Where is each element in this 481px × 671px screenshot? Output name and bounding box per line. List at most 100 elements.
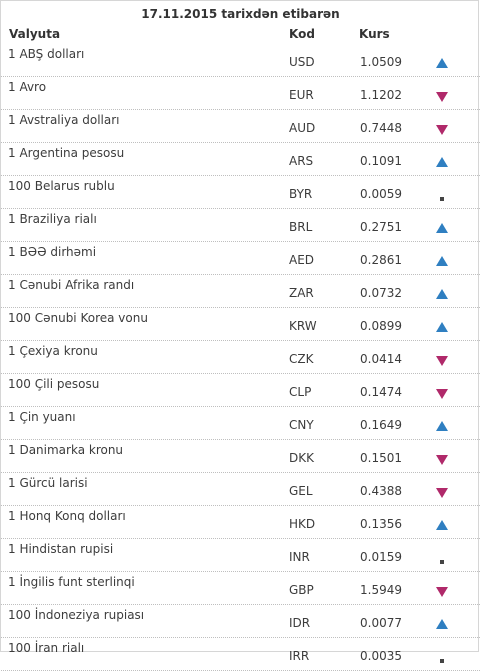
currency-code: CZK [289,352,314,366]
currency-code: GEL [289,484,313,498]
currency-row: 100 Çili pesosu CLP 0.1474 [1,374,480,407]
currency-code: BRL [289,220,313,234]
table-header: Valyuta Kod Kurs [1,24,480,44]
currency-row: 1 Honq Konq dolları HKD 0.1356 [1,506,480,539]
trend-unchanged-icon [436,188,450,201]
currency-row: 1 Çexiya kronu CZK 0.0414 [1,341,480,374]
trend-unchanged-icon [436,650,450,663]
currency-row: 100 İran rialı IRR 0.0035 [1,638,480,671]
currency-name: 100 İndoneziya rupiası [8,608,145,622]
trend-marker [436,520,448,530]
currency-list: 1 ABŞ dolları USD 1.0509 1 Avro EUR 1.1202 1 A… [1,44,480,671]
currency-row: 1 Hindistan rupisi INR 0.0159 [1,539,480,572]
trend-down-icon [436,485,450,498]
trend-up-icon [436,56,450,68]
column-header-currency: Valyuta [9,27,61,41]
trend-unchanged-icon [436,551,450,564]
currency-name: 100 Çili pesosu [8,377,100,391]
currency-row: 100 Belarus rublu BYR 0.0059 [1,176,480,209]
trend-down-icon [436,584,450,597]
exchange-rate: 0.0035 [360,649,402,663]
currency-name: 1 İngilis funt sterlinqi [8,575,135,589]
exchange-rate: 0.2861 [360,253,402,267]
trend-marker [436,289,448,299]
trend-up-icon [436,221,450,233]
currency-code: DKK [289,451,314,465]
currency-code: EUR [289,88,314,102]
currency-name: 1 Braziliya rialı [8,212,97,226]
currency-name: 1 Hindistan rupisi [8,542,114,556]
trend-up-icon [436,155,450,167]
trend-marker [436,58,448,68]
currency-name: 1 Avro [8,80,47,94]
currency-row: 1 Danimarka kronu DKK 0.1501 [1,440,480,473]
exchange-rate: 0.0899 [360,319,402,333]
trend-down-icon [436,122,450,135]
currency-row: 1 Cənubi Afrika randı ZAR 0.0732 [1,275,480,308]
column-header-rate: Kurs [359,27,390,41]
currency-row: 1 Argentina pesosu ARS 0.1091 [1,143,480,176]
currency-code: KRW [289,319,317,333]
trend-marker [440,197,444,201]
currency-code: GBP [289,583,314,597]
column-header-code: Kod [289,27,315,41]
currency-name: 1 Cənubi Afrika randı [8,278,135,292]
trend-up-icon [436,320,450,332]
currency-code: AED [289,253,315,267]
trend-up-icon [436,254,450,266]
currency-row: 100 Cənubi Korea vonu KRW 0.0899 [1,308,480,341]
exchange-rate: 0.1474 [360,385,402,399]
trend-marker [436,322,448,332]
exchange-rate: 0.1091 [360,154,402,168]
trend-marker [440,659,444,663]
currency-code: USD [289,55,315,69]
currency-name: 1 Avstraliya dolları [8,113,120,127]
exchange-rate: 0.0077 [360,616,402,630]
trend-marker [440,560,444,564]
trend-marker [436,223,448,233]
currency-code: CLP [289,385,312,399]
currency-code: ZAR [289,286,314,300]
trend-marker [436,256,448,266]
currency-name: 1 Çin yuanı [8,410,76,424]
exchange-rate: 1.0509 [360,55,402,69]
trend-marker [436,389,448,399]
trend-up-icon [436,518,450,530]
exchange-rate: 0.0159 [360,550,402,564]
currency-name: 1 Argentina pesosu [8,146,125,160]
exchange-rate: 1.1202 [360,88,402,102]
currency-code: HKD [289,517,316,531]
currency-code: BYR [289,187,313,201]
trend-up-icon [436,617,450,629]
currency-name: 1 BƏƏ dirhəmi [8,245,97,259]
currency-name: 1 Honq Konq dolları [8,509,126,523]
currency-row: 100 İndoneziya rupiası IDR 0.0077 [1,605,480,638]
currency-row: 1 Avstraliya dolları AUD 0.7448 [1,110,480,143]
trend-up-icon [436,419,450,431]
trend-marker [436,619,448,629]
exchange-rate: 0.0059 [360,187,402,201]
table-title: 17.11.2015 tarixdən etibarən [141,7,340,21]
currency-row: 1 BƏƏ dirhəmi AED 0.2861 [1,242,480,275]
trend-marker [436,587,448,597]
exchange-rate: 0.0732 [360,286,402,300]
currency-row: 1 Braziliya rialı BRL 0.2751 [1,209,480,242]
trend-marker [436,125,448,135]
trend-down-icon [436,89,450,102]
trend-marker [436,157,448,167]
currency-name: 100 İran rialı [8,641,85,655]
exchange-rate: 0.1356 [360,517,402,531]
currency-name: 1 Çexiya kronu [8,344,98,358]
trend-down-icon [436,386,450,399]
currency-row: 1 Çin yuanı CNY 0.1649 [1,407,480,440]
currency-name: 1 ABŞ dolları [8,47,85,61]
exchange-rate: 0.7448 [360,121,402,135]
trend-marker [436,421,448,431]
currency-code: INR [289,550,310,564]
exchange-rate: 1.5949 [360,583,402,597]
exchange-rate: 0.2751 [360,220,402,234]
exchange-rate: 0.1649 [360,418,402,432]
exchange-rate: 0.4388 [360,484,402,498]
trend-down-icon [436,353,450,366]
